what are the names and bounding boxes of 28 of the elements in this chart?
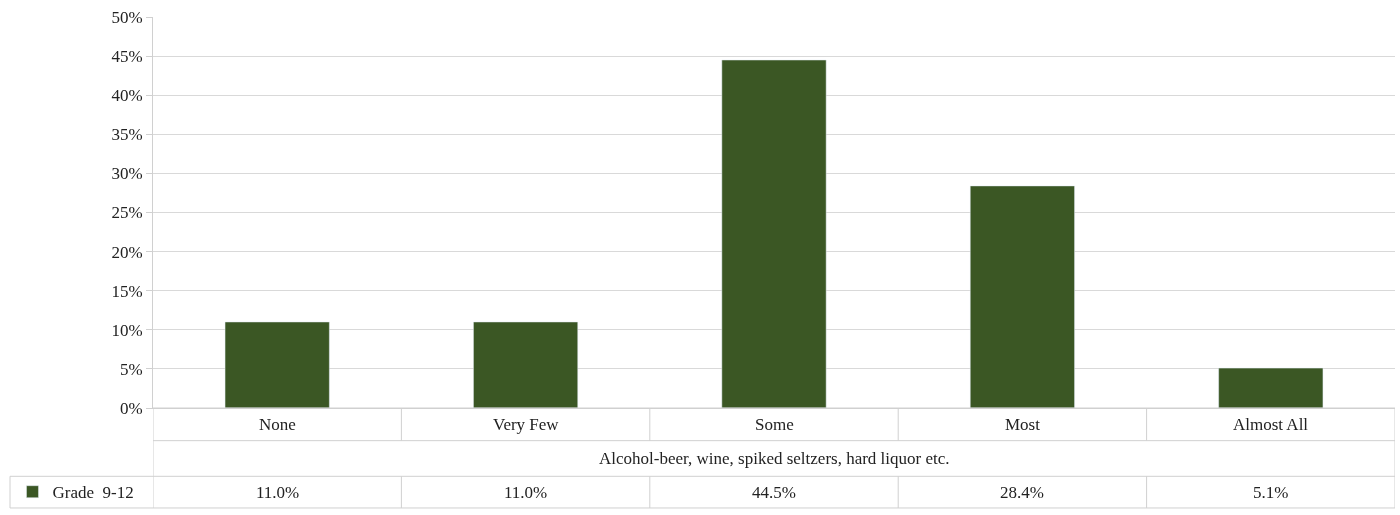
bar: [473, 321, 579, 408]
y-tick-label: 30%: [111, 164, 143, 184]
bar: [1218, 367, 1324, 408]
y-tick-label: 15%: [111, 281, 143, 301]
y-tick-label: 40%: [111, 86, 143, 106]
y-tick-label: 45%: [111, 47, 143, 67]
x-tick-label: Some: [755, 415, 794, 434]
y-tick-label: 5%: [119, 359, 143, 379]
y-tick-label: 50%: [111, 7, 143, 27]
y-tick-label: 0%: [119, 398, 143, 418]
y-tick-label: 35%: [111, 125, 143, 145]
x-axis-title: Alcohol-beer, wine, spiked seltzers, hard liquor etc.: [599, 449, 950, 468]
y-tick-label: 10%: [111, 320, 143, 340]
x-tick-label: Very Few: [493, 415, 560, 434]
x-tick-label: Most: [1005, 415, 1041, 434]
bar: [969, 185, 1075, 408]
y-tick-label: 25%: [111, 203, 143, 223]
data-label: 5.1%: [1253, 483, 1289, 502]
x-tick-label: Almost All: [1233, 415, 1309, 434]
y-tick-label: 20%: [111, 242, 143, 262]
legend-label: Grade 9-12: [52, 483, 134, 503]
data-label: 44.5%: [752, 483, 796, 502]
data-label: 28.4%: [1000, 483, 1044, 502]
data-label: 11.0%: [256, 483, 300, 502]
bar: [721, 59, 827, 408]
x-tick-label: None: [259, 415, 296, 434]
bar: [224, 321, 330, 408]
data-label: 11.0%: [504, 483, 548, 502]
